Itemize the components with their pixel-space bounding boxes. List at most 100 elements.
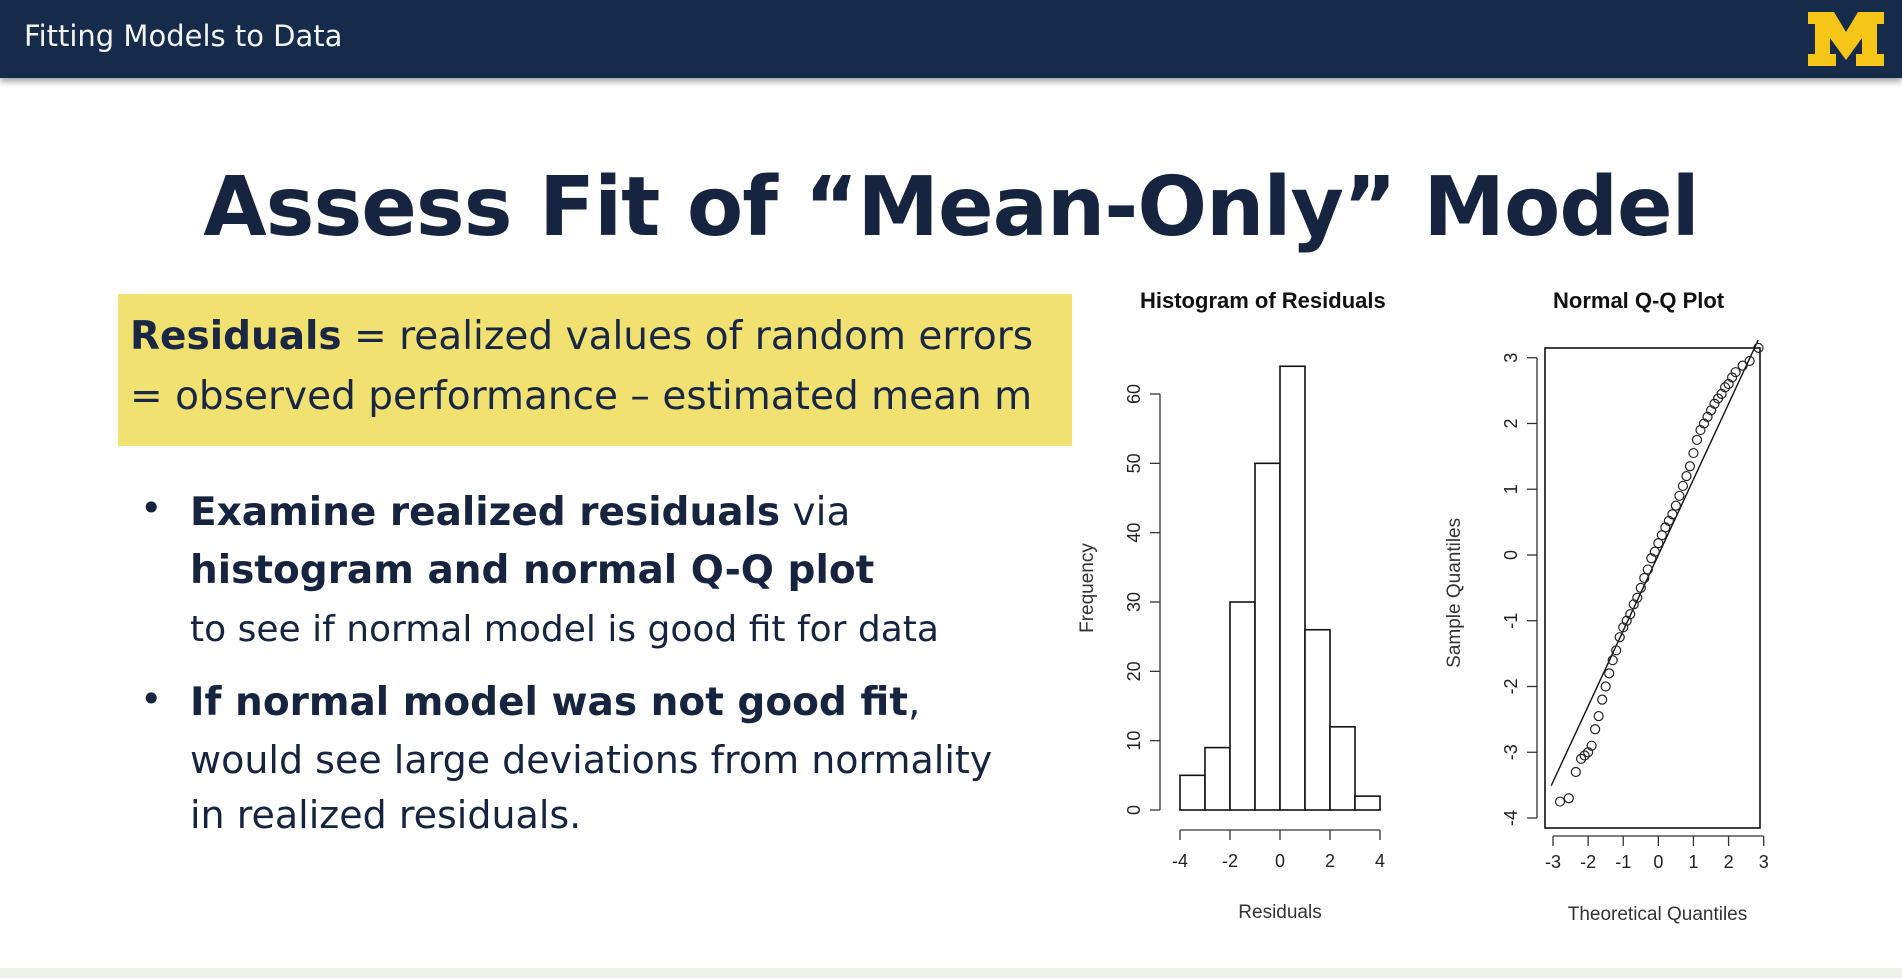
qq-point xyxy=(1635,582,1646,593)
y-tick-label: 0 xyxy=(1501,550,1521,560)
qq-point xyxy=(1554,796,1566,807)
qq-point xyxy=(1684,461,1696,472)
bullet-dot: • xyxy=(140,677,163,721)
y-tick-label: 30 xyxy=(1124,592,1144,612)
histogram-bar xyxy=(1279,365,1306,811)
header-title: Fitting Models to Data xyxy=(24,19,343,53)
bullet-2-bold: If normal model was not good fit xyxy=(190,680,908,725)
qq-point xyxy=(1604,668,1615,679)
bullet-1-line-3: to see if normal model is good fit for d… xyxy=(190,609,939,650)
qq-point xyxy=(1753,342,1764,353)
bullet-1-line-2: histogram and normal Q-Q plot xyxy=(190,548,874,593)
y-tick-label: 2 xyxy=(1501,418,1521,428)
y-tick-label: 0 xyxy=(1124,805,1144,815)
qq-point xyxy=(1586,740,1597,751)
qq-point xyxy=(1726,372,1738,383)
qq-point xyxy=(1590,724,1601,735)
y-tick-label: -1 xyxy=(1501,613,1521,629)
definition-line-2: = observed performance – estimated mean … xyxy=(130,374,1033,419)
bullet-1-text: via xyxy=(780,490,851,535)
bullet-2-punct: , xyxy=(907,680,921,725)
x-tick-label: -3 xyxy=(1545,852,1561,872)
bullet-1-line-1: Examine realized residuals via xyxy=(190,490,850,535)
qq-point xyxy=(1709,398,1720,409)
qq-point xyxy=(1625,609,1636,620)
qq-point xyxy=(1667,509,1678,520)
x-tick-label: 2 xyxy=(1325,851,1335,871)
x-tick-label: -1 xyxy=(1615,852,1631,872)
histogram-title: Histogram of Residuals xyxy=(1140,288,1386,313)
y-tick-label: 60 xyxy=(1124,384,1144,404)
y-tick-label: 20 xyxy=(1124,661,1144,681)
plot-frame xyxy=(1544,347,1761,829)
y-tick-label: -2 xyxy=(1501,678,1521,694)
qq-point xyxy=(1642,564,1653,575)
histogram-bar xyxy=(1229,601,1256,811)
x-tick-label: -2 xyxy=(1580,852,1596,872)
qq-plot-chart: -3 -2 -1 0 1 2 3 -4 -3 -2 -1 0 1 2 3 Theoretical Quanti… xyxy=(1444,340,1769,925)
qq-point xyxy=(1737,360,1748,371)
qq-title: Normal Q-Q Plot xyxy=(1553,288,1725,313)
qq-point xyxy=(1649,546,1660,557)
bullet-dot: • xyxy=(140,486,163,530)
qq-point xyxy=(1600,681,1611,692)
qq-point xyxy=(1597,694,1608,705)
histogram-bar xyxy=(1329,725,1356,811)
qq-point xyxy=(1719,382,1731,393)
histogram-bar xyxy=(1254,462,1281,811)
qq-point xyxy=(1570,766,1581,778)
qq-point xyxy=(1611,645,1622,656)
qq-point xyxy=(1677,480,1689,492)
y-tick-label: 50 xyxy=(1124,453,1144,473)
qq-point xyxy=(1681,470,1692,482)
qq-point xyxy=(1632,592,1643,603)
x-axis-label: Theoretical Quantiles xyxy=(1568,904,1748,925)
qq-point xyxy=(1563,793,1574,804)
qq-point xyxy=(1607,655,1618,666)
qq-point xyxy=(1691,434,1703,446)
university-logo xyxy=(1808,12,1884,66)
qq-point xyxy=(1639,572,1650,584)
x-tick-label: -2 xyxy=(1222,851,1238,871)
qq-point xyxy=(1670,500,1682,511)
histogram-bar xyxy=(1354,795,1381,811)
qq-point xyxy=(1614,632,1625,643)
y-tick-label: 10 xyxy=(1124,731,1144,751)
histogram-bar xyxy=(1304,628,1331,811)
reference-line xyxy=(1550,340,1759,786)
x-tick-label: 2 xyxy=(1724,852,1734,872)
qq-point xyxy=(1744,355,1755,367)
y-tick-label: -4 xyxy=(1501,810,1521,826)
definition-line-1: Residuals = realized values of random er… xyxy=(130,314,1033,359)
definition-term: Residuals xyxy=(130,314,342,359)
x-tick-label: 0 xyxy=(1275,851,1285,871)
y-axis-label: Frequency xyxy=(1077,543,1098,633)
definition-box: Residuals = realized values of random er… xyxy=(118,294,1072,446)
bullet-2-line-3: in realized residuals. xyxy=(190,793,582,837)
bullet-1-bold-2: histogram and normal Q-Q plot xyxy=(190,548,875,593)
bullet-2-line-2: would see large deviations from normalit… xyxy=(190,738,993,782)
x-tick-label: 0 xyxy=(1653,852,1663,872)
qq-point xyxy=(1688,447,1699,459)
qq-point xyxy=(1730,367,1741,378)
header-bar: Fitting Models to Data xyxy=(0,0,1902,78)
definition-text: = realized values of random errors xyxy=(341,314,1034,359)
qq-point xyxy=(1674,490,1685,501)
bullet-2-line-1: If normal model was not good fit, xyxy=(190,680,920,725)
bottom-strip xyxy=(0,968,1902,978)
slide-title: Assess Fit of “Mean-Only” Model xyxy=(203,160,1700,255)
qq-point xyxy=(1593,710,1604,722)
y-tick-label: 1 xyxy=(1501,484,1521,494)
y-tick-label: 40 xyxy=(1124,523,1144,543)
y-tick-label: 3 xyxy=(1501,353,1521,363)
qq-point xyxy=(1575,753,1587,764)
histogram-bar xyxy=(1204,746,1231,811)
histogram-bar xyxy=(1179,774,1206,811)
x-tick-label: 4 xyxy=(1375,851,1385,871)
bullet-1-bold: Examine realized residuals xyxy=(190,490,781,535)
x-tick-label: 3 xyxy=(1759,852,1769,872)
y-tick-label: -3 xyxy=(1501,744,1521,760)
x-axis-label: Residuals xyxy=(1238,902,1321,923)
qq-point xyxy=(1579,750,1590,761)
